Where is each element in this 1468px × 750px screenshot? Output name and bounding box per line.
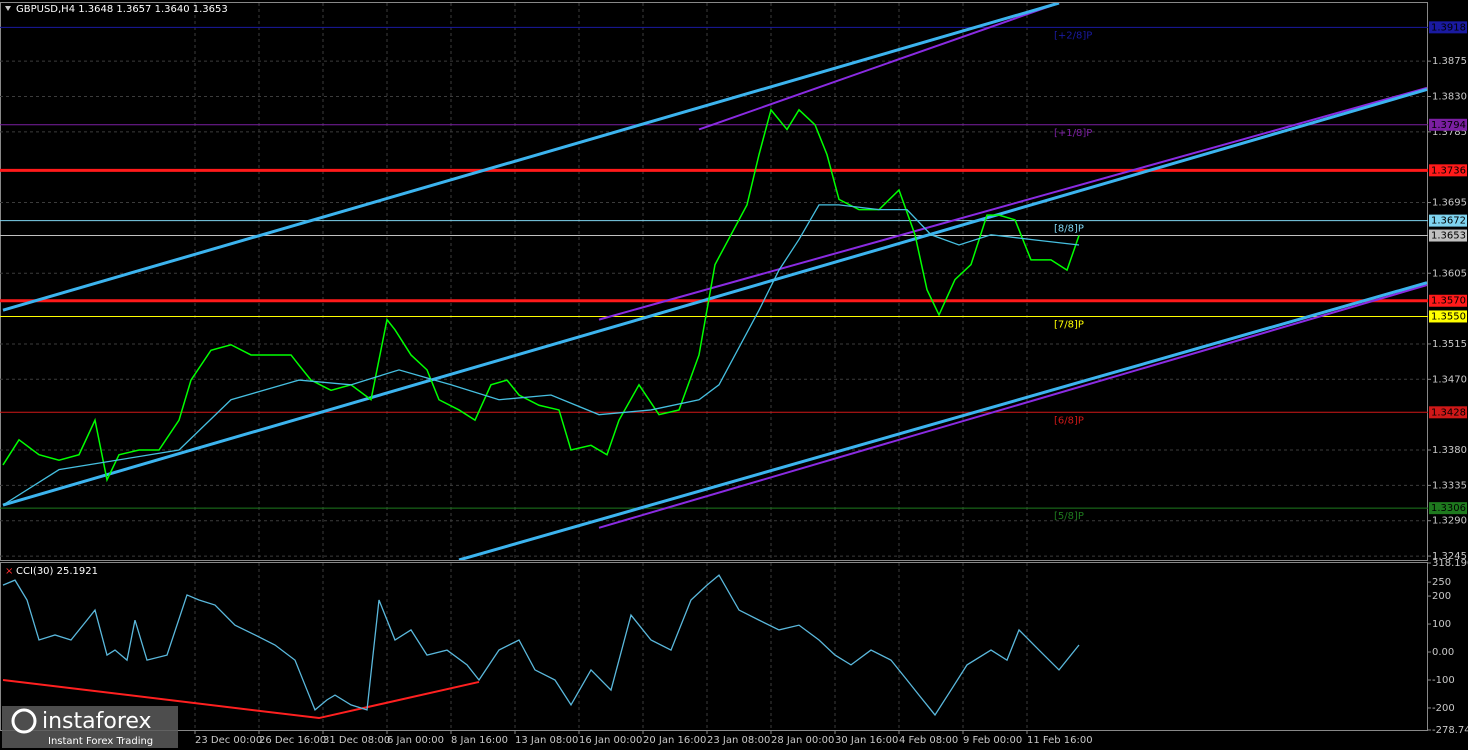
x-tick-label: 23 Jan 08:00 <box>707 735 770 746</box>
price-panel-frame <box>0 2 1428 561</box>
panel-clip <box>0 3 1428 560</box>
price-level-box <box>1429 214 1467 227</box>
x-tick-label: 11 Feb 16:00 <box>1027 735 1093 746</box>
price-level-label: 1.3428 <box>1431 407 1466 418</box>
y-tick-label: 1.3290 <box>1432 516 1467 527</box>
y-tick-label: -100 <box>1432 675 1455 686</box>
x-tick-label: 20 Jan 16:00 <box>643 735 706 746</box>
price-level-box <box>1429 118 1467 131</box>
menu-icon[interactable] <box>5 6 11 11</box>
x-tick-label: 4 Feb 08:00 <box>899 735 958 746</box>
x-tick-label: 9 Feb 00:00 <box>963 735 1022 746</box>
y-tick-label: 100 <box>1432 619 1451 630</box>
trend-line <box>698 3 1060 131</box>
price-level-box <box>1429 310 1467 323</box>
y-tick-label: 1.3470 <box>1432 374 1467 385</box>
price-level-label: 1.3918 <box>1431 22 1466 33</box>
indicator-title: CCI(30) 25.1921 <box>16 566 98 577</box>
y-tick-label: 318.1904 <box>1432 558 1468 569</box>
watermark-logo <box>11 708 37 734</box>
y-tick-label: 1.3875 <box>1432 56 1467 67</box>
watermark-tagline: Instant Forex Trading <box>48 736 153 747</box>
y-tick-label: 1.3245 <box>1432 551 1467 562</box>
y-tick-label: -200 <box>1432 703 1455 714</box>
watermark: instaforex Instant Forex Trading <box>2 706 178 748</box>
murray-label: [8/8]P <box>1054 224 1084 235</box>
x-tick-label: 8 Jan 16:00 <box>451 735 508 746</box>
marks: [+2/8]P [+1/8]P [8/8]P [7/8]P [6/8]P [5/8]P <box>0 3 1428 720</box>
indicator-close-icon[interactable]: × <box>5 566 13 577</box>
murray-label: [+2/8]P <box>1054 30 1092 41</box>
series-line <box>2 108 1080 483</box>
murray-label: [5/8]P <box>1054 511 1084 522</box>
price-level-box <box>1429 406 1467 419</box>
y-tick-label: 200 <box>1432 591 1451 602</box>
panel-clip <box>2 574 1080 720</box>
x-tick-label: 16 Jan 00:00 <box>579 735 642 746</box>
series-line <box>2 204 1080 506</box>
x-tick-label: 23 Dec 00:00 <box>195 735 262 746</box>
axes: 1.3875 1.3830 1.3785 1.3695 1.3605 1.3515 1.34… <box>194 21 1468 746</box>
y-tick-label: 250 <box>1432 577 1451 588</box>
x-tick-label: 6 Jan 00:00 <box>387 735 444 746</box>
chart-title: GBPUSD,H4 1.3648 1.3657 1.3640 1.3653 <box>16 4 228 15</box>
price-level-box <box>1429 229 1467 242</box>
y-tick-label: 1.3695 <box>1432 198 1467 209</box>
series-line <box>2 574 1080 717</box>
trend-line <box>2 3 1060 312</box>
trend-line <box>598 284 1428 529</box>
y-tick-label: 1.3785 <box>1432 127 1467 138</box>
trend-line <box>458 281 1428 560</box>
x-tick-label: 26 Dec 16:00 <box>259 735 326 746</box>
murray-label: [6/8]P <box>1054 415 1084 426</box>
price-level-label: 1.3306 <box>1431 503 1466 514</box>
trend-line <box>2 87 1428 507</box>
y-tick-label: 1.3605 <box>1432 268 1467 279</box>
cci-panel-frame <box>0 562 1428 731</box>
y-tick-label: 1.3335 <box>1432 480 1467 491</box>
y-tick-label: 1.3380 <box>1432 445 1467 456</box>
price-level-label: 1.3570 <box>1431 296 1466 307</box>
x-tick-label: 31 Dec 08:00 <box>323 735 390 746</box>
price-level-label: 1.3794 <box>1431 120 1466 131</box>
y-tick-label: 1.3830 <box>1432 91 1467 102</box>
price-level-box <box>1429 21 1467 34</box>
y-tick-label: 0.00 <box>1432 647 1454 658</box>
watermark-brand: instaforex <box>42 709 152 734</box>
price-level-label: 1.3550 <box>1431 311 1466 322</box>
trend-line <box>598 86 1428 321</box>
price-level-label: 1.3672 <box>1431 216 1466 227</box>
price-level-label: 1.3653 <box>1431 231 1466 242</box>
trend-line <box>2 679 480 720</box>
price-level-box <box>1429 164 1467 177</box>
price-level-box <box>1429 502 1467 515</box>
x-tick-label: 13 Jan 08:00 <box>515 735 578 746</box>
y-tick-label: -278.742 <box>1432 725 1468 736</box>
price-level-box <box>1429 294 1467 307</box>
y-tick-label: 1.3515 <box>1432 339 1467 350</box>
murray-label: [7/8]P <box>1054 319 1084 330</box>
x-tick-label: 28 Jan 00:00 <box>771 735 834 746</box>
price-level-label: 1.3736 <box>1431 165 1466 176</box>
x-tick-label: 30 Jan 16:00 <box>835 735 898 746</box>
murray-label: [+1/8]P <box>1054 128 1092 139</box>
